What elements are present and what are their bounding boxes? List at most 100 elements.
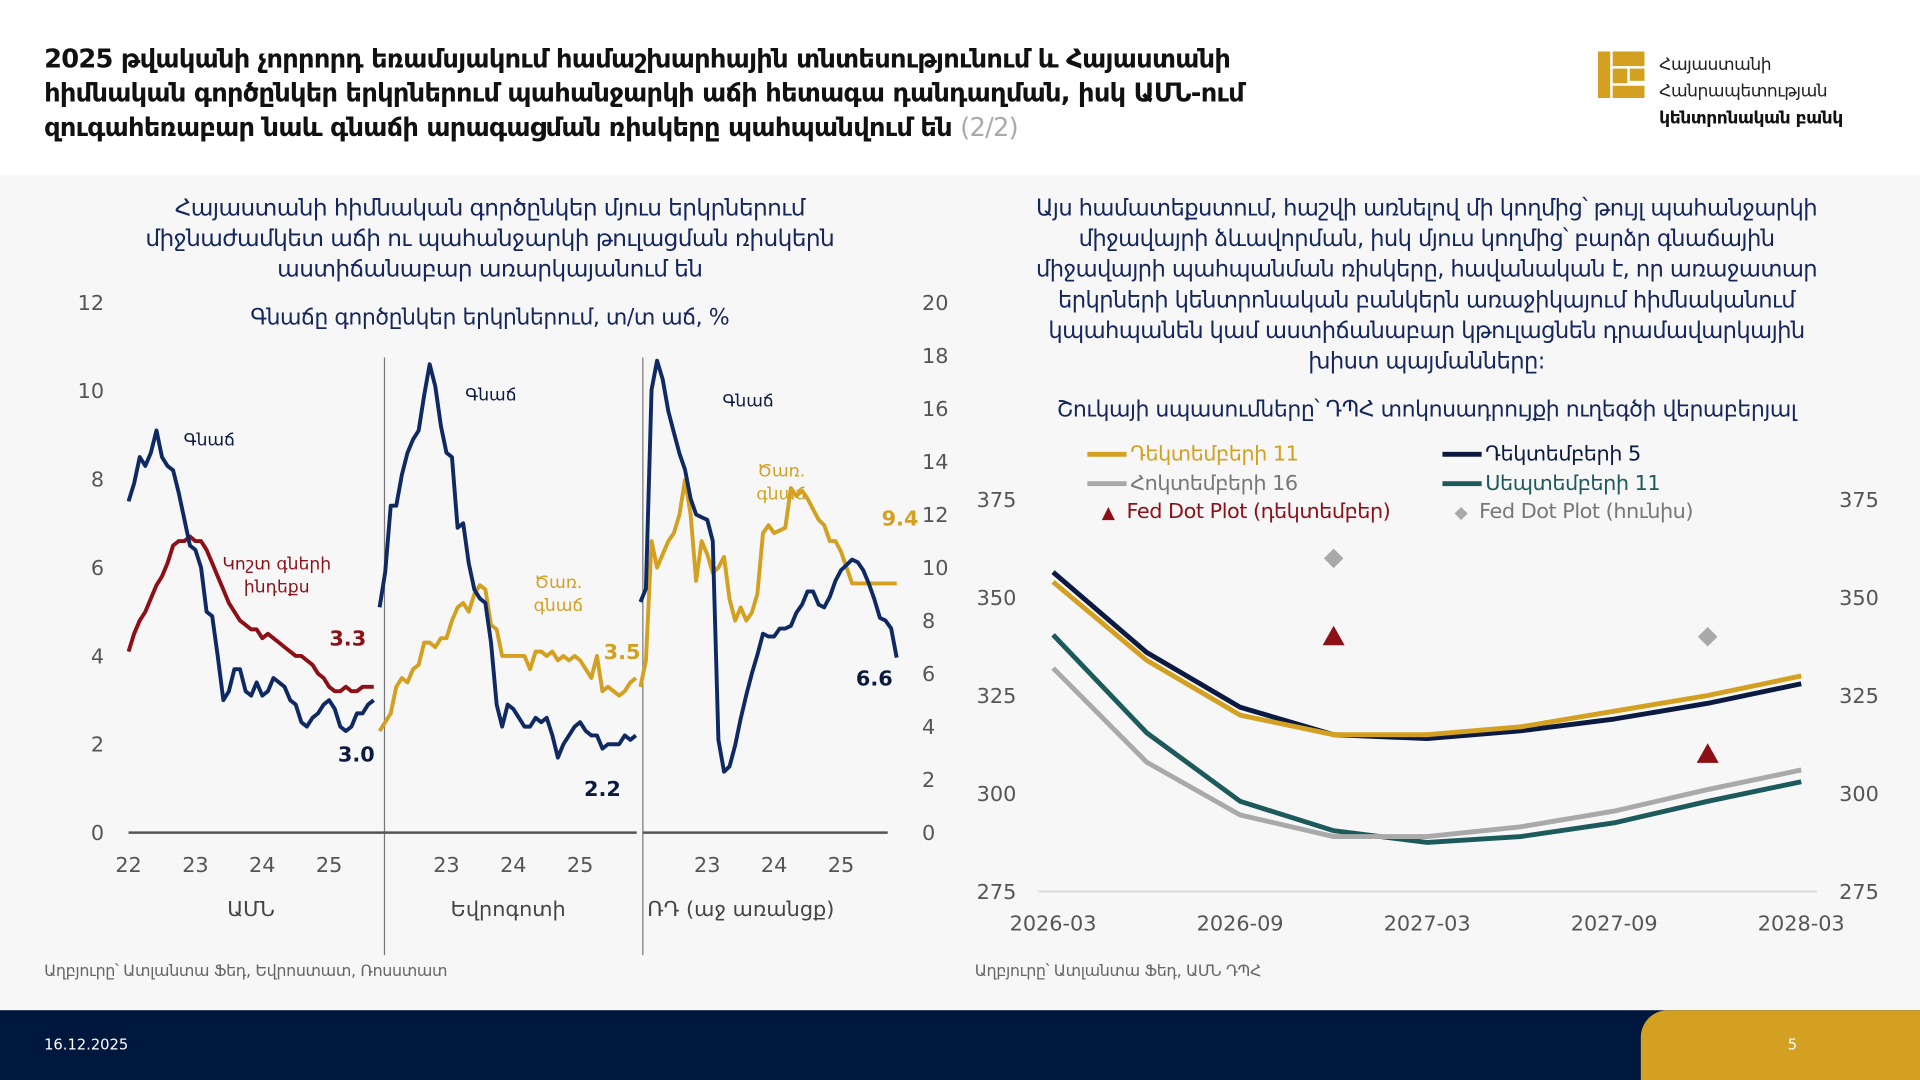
y-tick-left: 350 <box>977 586 1017 610</box>
right-chart-title: Շուկայի սպասումները՝ ԴՊՀ տոկոսադրույքի ո… <box>1056 396 1797 423</box>
x-tick: 25 <box>316 853 342 877</box>
y-tick-right: 20 <box>922 291 948 315</box>
logo-mark-icon <box>1597 51 1645 98</box>
legend-label: Fed Dot Plot (հունիս) <box>1479 499 1694 525</box>
x-tick: 2028-03 <box>1758 912 1845 936</box>
y-tick-left: 4 <box>91 644 104 668</box>
end-value-label: 2.2 <box>584 777 621 801</box>
fed-dot-jun-marker <box>1323 548 1344 569</box>
heading-line: Այս համատեքստում, հաշվի առնելով մի կողմի… <box>1036 195 1818 222</box>
x-tick: 25 <box>567 853 593 877</box>
title-line: հիմնական գործընկեր երկրներում պահանջարկի… <box>44 78 1245 108</box>
heading-line: կպահպանեն կամ աստիճանաբար կթուլացնեն դրա… <box>1048 318 1805 345</box>
y-tick-left: 0 <box>91 821 104 845</box>
logo-line: կենտրոնական բանկ <box>1659 108 1843 129</box>
y-tick-right: 18 <box>922 344 948 368</box>
series-annotation: ինդեքս <box>244 578 310 598</box>
legend-swatch <box>1442 451 1482 457</box>
page-part: (2/2) <box>960 112 1019 143</box>
fed-dot-jun-marker <box>1697 626 1718 647</box>
rate-path-line <box>1051 580 1802 738</box>
legend-dot-dec: ▲ Fed Dot Plot (դեկտեմբեր) <box>1097 500 1391 524</box>
heading-line: երկրների կենտրոնական բանկերն առաջիկայում… <box>1058 287 1796 314</box>
y-tick-right: 14 <box>922 450 948 474</box>
y-tick-right: 0 <box>922 821 935 845</box>
left-heading: Հայաստանի հիմնական գործընկեր մյուս երկրն… <box>49 193 931 285</box>
y-tick-right: 300 <box>1839 782 1879 806</box>
series-line-0 <box>126 534 374 694</box>
title-line-text: զուգահեռաբար նաև գնաճի արագացման ռիսկերը… <box>44 112 953 143</box>
y-tick-left: 375 <box>977 488 1017 512</box>
diamond-marker-icon: ◆ <box>1454 503 1468 523</box>
y-tick-left: 6 <box>91 556 104 580</box>
end-value-label: 3.5 <box>604 640 641 664</box>
x-tick: 24 <box>249 853 275 877</box>
heading-line: խիստ պայմանները: <box>1308 348 1545 375</box>
y-tick-left: 12 <box>78 291 104 315</box>
right-heading: Այս համատեքստում, հաշվի առնելով մի կողմի… <box>955 193 1898 377</box>
y-tick-left: 2 <box>91 733 104 757</box>
legend-swatch <box>1087 451 1127 457</box>
x-tick: 24 <box>500 853 526 877</box>
left-source: Աղբյուրը՝ Ատլանտա Ֆեդ, Եվրոստատ, Ռոսստատ <box>44 962 448 981</box>
content-background <box>0 175 1920 1011</box>
end-value-label: 6.6 <box>856 667 893 691</box>
series-line-1 <box>377 362 638 760</box>
x-tick: 23 <box>694 853 720 877</box>
x-tick: 2026-09 <box>1197 912 1284 936</box>
x-tick: 2026-03 <box>1010 912 1097 936</box>
legend-label: Հոկտեմբերի 16 <box>1130 471 1298 496</box>
triangle-marker-icon: ▲ <box>1101 503 1115 523</box>
y-tick-left: 8 <box>91 468 104 492</box>
page-number-tab: 5 <box>1640 1010 1920 1080</box>
rate-path-line <box>1051 570 1802 742</box>
x-tick: 2027-09 <box>1571 912 1658 936</box>
slide-title: 2025 թվականի չորրորդ եռամսյակում համաշխա… <box>44 42 1245 145</box>
y-tick-right: 12 <box>922 503 948 527</box>
y-tick-left: 10 <box>78 379 104 403</box>
title-line: 2025 թվականի չորրորդ եռամսյակում համաշխա… <box>44 44 1231 74</box>
y-tick-left: 325 <box>977 684 1017 708</box>
end-value-label: 9.4 <box>882 506 919 530</box>
footer: 16.12.2025 5 <box>0 1010 1920 1080</box>
heading-line: միջավայրի ձևավորման, իսկ մյուս կողմից՝ բ… <box>1078 226 1775 253</box>
end-value-label: 3.0 <box>338 743 375 767</box>
heading-line: Հայաստանի հիմնական գործընկեր մյուս երկրն… <box>174 194 806 222</box>
title-line: զուգահեռաբար նաև գնաճի արագացման ռիսկերը… <box>44 110 1244 144</box>
y-tick-right: 4 <box>922 715 935 739</box>
rate-path-line <box>1051 666 1802 840</box>
panel-label: ԱՄՆ <box>227 897 275 921</box>
legend-swatch <box>1442 481 1482 487</box>
series-annotation: գնաճ <box>534 596 584 616</box>
series-line-2 <box>638 478 897 688</box>
y-tick-right: 8 <box>922 609 935 633</box>
x-tick: 23 <box>433 853 459 877</box>
heading-line: աստիճանաբար առարկայանում են <box>277 255 703 283</box>
series-annotation: Կոշտ գների <box>222 554 331 574</box>
rate-path-line <box>1051 633 1802 845</box>
panel-label: ՌԴ (աջ առանցք) <box>647 897 834 921</box>
logo-line: Հանրապետության <box>1659 82 1828 102</box>
y-tick-right: 6 <box>922 662 935 686</box>
legend-dot-jun: ◆ Fed Dot Plot (հունիս) <box>1450 500 1693 524</box>
series-line-0 <box>126 428 375 733</box>
panel-label: Եվրոգոտի <box>451 897 566 921</box>
logo-line: Հայաստանի <box>1659 55 1772 75</box>
y-tick-right: 325 <box>1839 684 1879 708</box>
y-tick-right: 10 <box>922 556 948 580</box>
series-annotation: Ծառ. <box>534 573 582 593</box>
page-number: 5 <box>1787 1035 1798 1054</box>
fed-dot-dec-marker <box>1696 743 1719 763</box>
series-line-1 <box>377 583 638 733</box>
heading-line: միջնաժամկետ աճի ու պահանջարկի թուլացման … <box>145 225 835 253</box>
legend-oct16: Հոկտեմբերի 16 <box>1087 471 1298 496</box>
fed-dot-dec-marker <box>1322 625 1345 646</box>
y-tick-right: 275 <box>1839 880 1879 904</box>
series-annotation: Գնաճ <box>465 385 516 405</box>
right-source: Աղբյուրը՝ Ատլանտա Ֆեդ, ԱՄՆ ԴՊՀ <box>974 962 1262 981</box>
end-value-label: 3.3 <box>329 626 366 650</box>
legend-dec5: Դեկտեմբերի 5 <box>1442 442 1641 467</box>
legend-label: Դեկտեմբերի 11 <box>1130 442 1299 467</box>
series-annotation: Գնաճ <box>184 431 235 451</box>
